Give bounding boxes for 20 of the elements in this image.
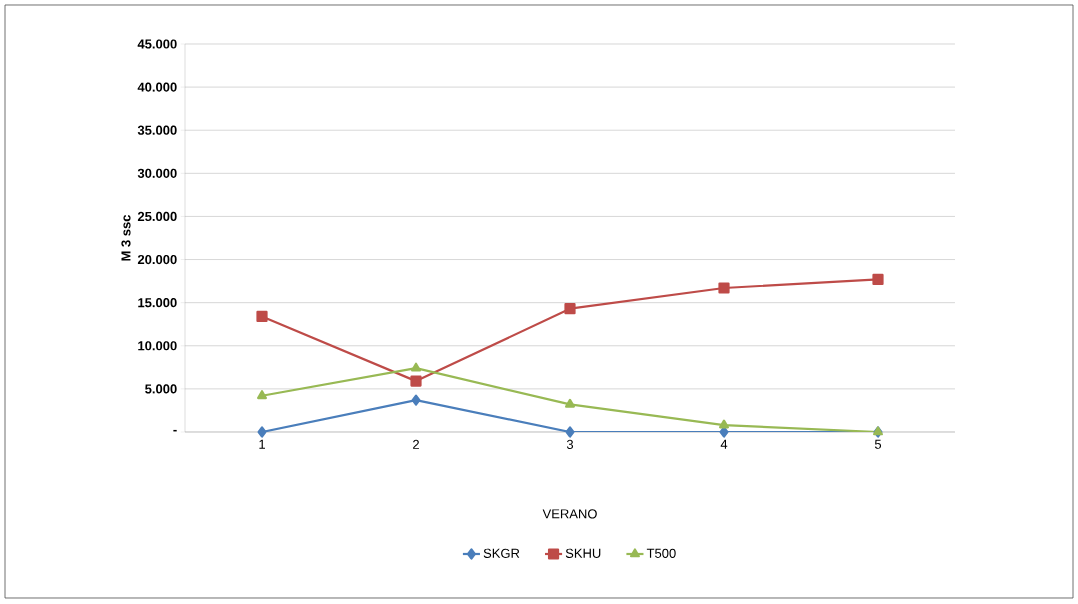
x-tick-label: 5 xyxy=(874,439,882,449)
x-axis-title: VERANO xyxy=(542,509,597,519)
y-tick-label: 45.000 xyxy=(137,39,177,49)
y-tick-label: 40.000 xyxy=(137,82,177,92)
y-tick-label: 10.000 xyxy=(138,341,177,351)
legend-label: T500 xyxy=(646,548,676,558)
y-tick-label: 20.000 xyxy=(137,254,177,265)
x-tick-label: 2 xyxy=(413,439,419,449)
x-tick-label: 4 xyxy=(720,439,728,449)
legend-label: SKGR xyxy=(483,548,520,558)
legend-label: SKHU xyxy=(565,548,601,558)
x-tick-label: 1 xyxy=(259,439,265,449)
y-tick-label: 25.000 xyxy=(137,211,177,222)
x-tick-label: 3 xyxy=(566,439,574,449)
y-tick-label: 35.000 xyxy=(137,125,177,135)
y-tick-label: - xyxy=(173,429,177,432)
y-tick-label: 5.000 xyxy=(145,384,177,394)
y-tick-label: 15.000 xyxy=(138,298,177,308)
y-tick-label: 30.000 xyxy=(137,168,177,178)
y-axis-title: M 3 ssc xyxy=(121,214,131,261)
